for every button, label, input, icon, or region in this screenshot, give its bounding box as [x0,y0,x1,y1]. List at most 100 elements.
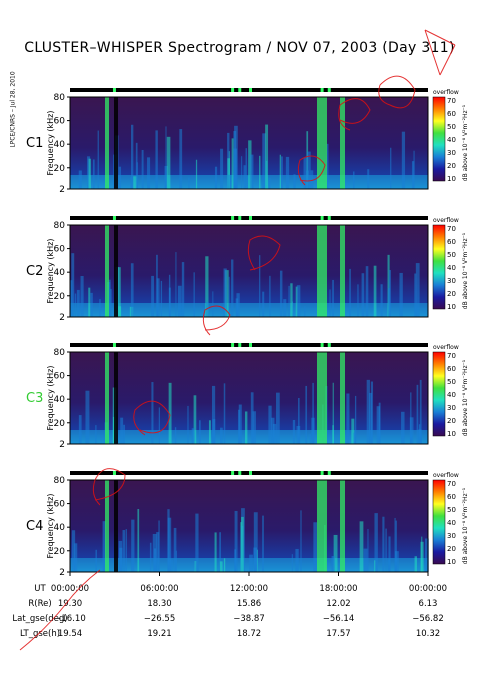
emission-streak [305,170,309,189]
emission-streak [326,143,329,189]
emission-streak [231,138,234,189]
emission-streak [370,381,374,444]
mode-marker [327,343,331,347]
mode-marker [231,88,235,92]
emission-streak [214,532,217,572]
emission-streak [236,293,240,317]
colorbar-tick-label: 40 [447,519,456,527]
colorbar [432,351,446,437]
y-tick-label: 80 [54,476,66,486]
emission-streak [313,522,318,572]
mode-marker [327,471,331,475]
emission-streak [130,263,134,317]
emission-streak [359,521,364,572]
emission-streak [388,536,391,572]
emission-streak [88,158,91,189]
intense-emission [340,480,345,572]
emission-streak [219,561,223,572]
emission-streak [195,159,198,189]
emission-streak [309,433,312,444]
colorbar-tick-label: 10 [447,558,456,566]
emission-streak [130,176,132,189]
emission-streak [421,536,423,572]
emission-streak [361,273,365,317]
ephemeris-value: 18:00:00 [319,584,357,594]
y-tick-label: 2 [59,568,65,578]
emission-streak [122,530,126,572]
colorbar-tick-label: 50 [447,378,456,386]
panel-c2: 2 20 40 60 80 Frequency (kHz)C2 overflow 10 20 30… [26,216,469,323]
y-tick-label: 80 [54,221,66,231]
emission-streak [268,405,272,444]
emission-streak [160,280,163,317]
emission-streak [165,126,167,189]
colorbar-tick-label: 30 [447,149,456,157]
colorbar-tick-label: 20 [447,162,456,170]
emission-streak [357,284,359,317]
intense-emission [105,480,109,572]
panel-label: C2 [26,264,43,279]
emission-streak [177,285,182,317]
emission-streak [367,528,369,572]
emission-streak [332,279,334,317]
emission-streak [168,382,172,444]
y-tick-label: 80 [54,348,66,358]
colorbar-label: dB above 10⁻⁸ V²m⁻²Hz⁻¹ [462,104,469,181]
ephemeris-value: 00:00:00 [51,584,89,594]
emission-streak [95,549,97,572]
y-tick-label: 2 [59,313,65,323]
ephemeris-value: 19.30 [58,599,82,609]
emission-streak [353,432,356,444]
red-stroke [424,29,456,76]
emission-streak [241,156,243,189]
emission-streak [74,293,77,317]
emission-streak [219,532,221,572]
emission-streak [220,427,223,444]
panel-label: C3 [26,391,43,406]
emission-streak [167,517,172,572]
colorbar [432,96,446,182]
intense-emission [340,352,345,444]
emission-streak [276,392,280,444]
emission-streak [223,558,226,572]
handwritten-overlay [19,29,456,651]
emission-streak [295,286,298,317]
mode-marker [231,471,235,475]
colorbar-tick-label: 10 [447,175,456,183]
spectrogram-area [70,225,428,317]
colorbar-tick-label: 60 [447,493,456,501]
mode-marker [112,343,116,347]
emission-streak [78,170,82,189]
colorbar-tick-label: 70 [447,97,456,105]
ephemeris-value: −26.55 [144,614,175,624]
colorbar-tick-label: 70 [447,225,456,233]
ephemeris-label: LT_gse(h) [20,629,60,639]
emission-streak [246,176,249,189]
emission-streak [414,273,417,317]
emission-streak [416,384,419,444]
intense-emission [105,352,109,444]
mode-marker [249,88,252,92]
data-gap [114,225,118,317]
ephemeris-label: UT [34,584,46,594]
emission-streak [195,513,199,572]
ephemeris-value: 15.86 [237,599,261,609]
emission-streak [382,516,385,572]
y-tick-label: 60 [54,117,66,127]
mode-marker [320,343,324,347]
ephemeris-value: 12.02 [326,599,350,609]
colorbar [432,479,446,565]
emission-streak [205,256,209,317]
emission-streak [285,156,290,189]
ephemeris-value: 18.72 [237,629,261,639]
emission-streak [181,262,185,317]
emission-streak [367,169,370,189]
emission-streak [401,131,406,189]
emission-streak [118,166,122,189]
emission-streak [249,154,254,189]
data-gap [114,352,118,444]
colorbar-tick-label: 30 [447,404,456,412]
mode-marker [249,471,252,475]
emission-streak [418,424,421,444]
emission-streak [238,404,242,444]
